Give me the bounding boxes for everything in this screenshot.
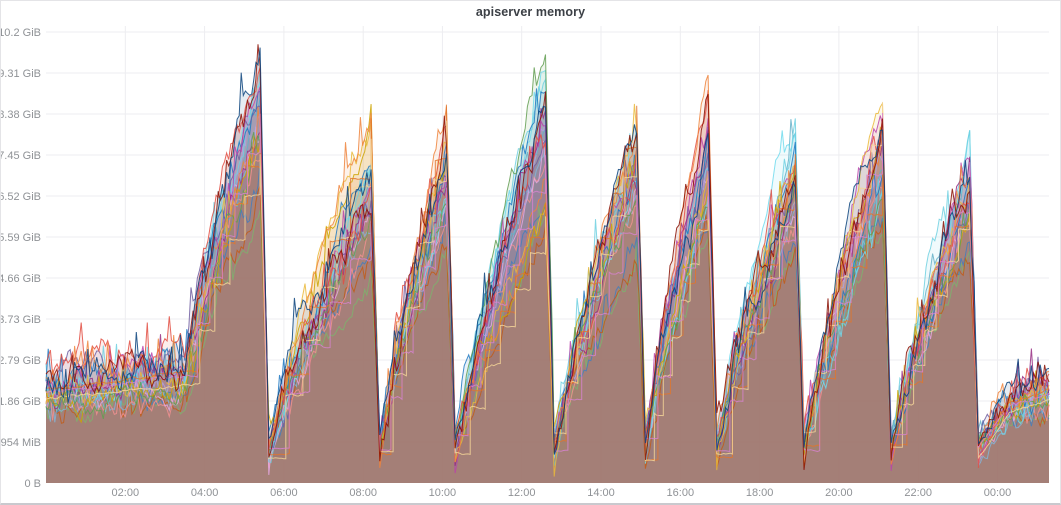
svg-text:3.73 GiB: 3.73 GiB — [1, 314, 41, 326]
svg-text:6.52 GiB: 6.52 GiB — [1, 191, 41, 203]
svg-text:06:00: 06:00 — [270, 487, 298, 499]
svg-text:4.66 GiB: 4.66 GiB — [1, 273, 41, 285]
svg-text:16:00: 16:00 — [667, 487, 695, 499]
svg-text:12:00: 12:00 — [508, 487, 536, 499]
svg-text:08:00: 08:00 — [349, 487, 377, 499]
svg-text:14:00: 14:00 — [587, 487, 615, 499]
svg-text:10.2 GiB: 10.2 GiB — [1, 27, 41, 39]
svg-text:22:00: 22:00 — [904, 487, 932, 499]
y-axis-labels: 0 B 954 MiB 1.86 GiB 2.79 GiB 3.73 GiB 4.66 G… — [1, 27, 41, 490]
svg-text:1.86 GiB: 1.86 GiB — [1, 396, 41, 408]
svg-text:7.45 GiB: 7.45 GiB — [1, 150, 41, 162]
svg-text:04:00: 04:00 — [191, 487, 219, 499]
svg-text:0 B: 0 B — [24, 478, 41, 490]
svg-text:5.59 GiB: 5.59 GiB — [1, 232, 41, 244]
series-lines — [45, 44, 1050, 477]
svg-text:954 MiB: 954 MiB — [1, 437, 41, 449]
panel-header: apiserver memory — [1, 1, 1060, 25]
panel-title[interactable]: apiserver memory — [475, 5, 586, 19]
svg-text:00:00: 00:00 — [984, 487, 1012, 499]
svg-text:10:00: 10:00 — [429, 487, 457, 499]
svg-text:18:00: 18:00 — [746, 487, 774, 499]
svg-text:9.31 GiB: 9.31 GiB — [1, 68, 41, 80]
svg-text:2.79 GiB: 2.79 GiB — [1, 355, 41, 367]
svg-text:02:00: 02:00 — [112, 487, 140, 499]
x-axis-labels: 02:00 04:00 06:00 08:00 10:00 12:00 14:00 16:00… — [112, 487, 1012, 499]
svg-text:20:00: 20:00 — [825, 487, 853, 499]
svg-text:8.38 GiB: 8.38 GiB — [1, 109, 41, 121]
